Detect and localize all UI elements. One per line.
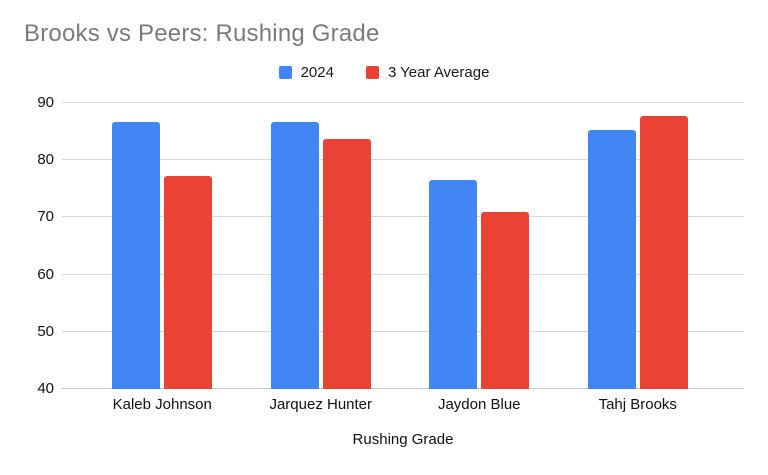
x-category-label: Jarquez Hunter — [269, 396, 373, 413]
x-category-label: Jaydon Blue — [437, 396, 521, 413]
legend-item: 3 Year Average — [365, 63, 490, 81]
legend-label: 3 Year Average — [387, 63, 490, 81]
y-tick-label: 40 — [37, 380, 54, 397]
legend-item: 2024 — [278, 63, 334, 81]
bar-2024[interactable] — [587, 129, 636, 389]
plot-area — [62, 102, 744, 389]
x-axis-line — [62, 388, 744, 389]
bar-3-year-average[interactable] — [639, 115, 688, 389]
bar-2024[interactable] — [112, 122, 161, 389]
chart-title: Brooks vs Peers: Rushing Grade — [24, 20, 380, 47]
bar-3-year-average[interactable] — [164, 176, 213, 389]
x-category-label: Kaleb Johnson — [112, 396, 212, 413]
gridline — [62, 159, 744, 161]
bar-3-year-average[interactable] — [322, 139, 371, 389]
bar-2024[interactable] — [270, 121, 319, 389]
gridline — [62, 216, 744, 218]
legend-swatch-icon — [365, 65, 379, 79]
y-tick-label: 60 — [37, 265, 54, 283]
legend-swatch-icon — [278, 65, 292, 79]
y-tick-label: 50 — [37, 322, 54, 340]
bar-2024[interactable] — [429, 180, 478, 389]
gridline — [62, 330, 744, 332]
legend: 2024 3 Year Average — [0, 62, 768, 82]
bars-layer — [62, 103, 744, 389]
y-tick-label: 80 — [37, 151, 54, 169]
x-axis-category-labels: Kaleb Johnson Jarquez Hunter Jaydon Blue Ta… — [62, 396, 744, 413]
x-category-label: Tahj Brooks — [598, 396, 677, 413]
y-tick-label: 70 — [37, 208, 54, 226]
gridline — [62, 102, 744, 103]
y-tick-label: 90 — [37, 94, 54, 111]
bar-group — [559, 103, 718, 389]
bar-group — [242, 103, 401, 389]
legend-label: 2024 — [300, 63, 334, 81]
x-axis-title: Rushing Grade — [352, 431, 454, 448]
bar-group — [83, 103, 242, 389]
y-axis-labels: 40 50 60 70 80 90 — [0, 95, 54, 397]
gridline — [62, 273, 744, 275]
bar-3-year-average[interactable] — [481, 212, 530, 389]
bar-group — [400, 103, 559, 389]
